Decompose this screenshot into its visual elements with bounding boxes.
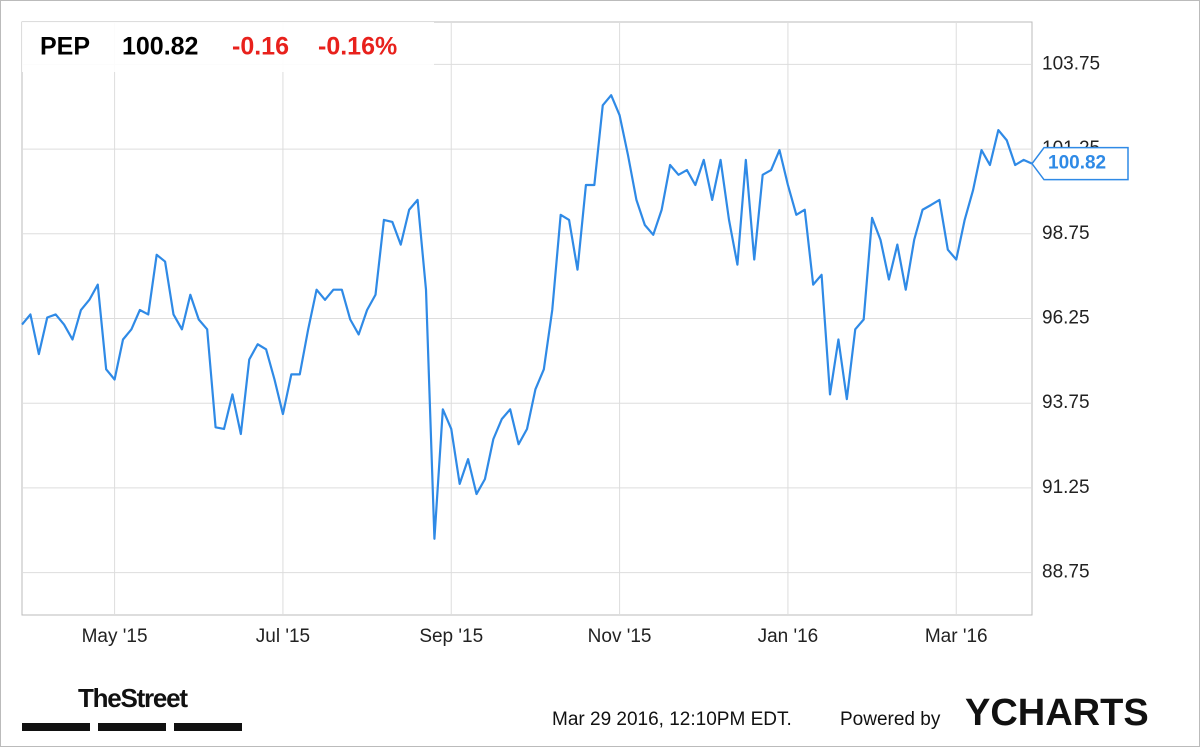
brand-bar [22, 723, 90, 731]
price-line [21, 94, 1033, 540]
y-tick-label: 103.75 [1042, 53, 1100, 74]
y-tick-label: 88.75 [1042, 562, 1090, 583]
last-value-tag [1031, 146, 1129, 181]
last-value-label: 100.82 [1048, 153, 1106, 174]
change-percent: -0.16% [318, 33, 397, 61]
x-tick-label: Sep '15 [419, 626, 483, 647]
x-tick-label: Mar '16 [925, 626, 988, 647]
ticker: PEP [40, 33, 90, 61]
y-tick-label: 93.75 [1042, 392, 1090, 413]
x-tick-label: May '15 [82, 626, 148, 647]
y-tick-label: 98.75 [1042, 223, 1090, 244]
brand-bar [98, 723, 166, 731]
price: 100.82 [122, 33, 198, 61]
powered-by: Powered by [840, 709, 941, 730]
change: -0.16 [232, 33, 289, 61]
provider-logo: YCHARTS [965, 692, 1149, 734]
x-tick-label: Jan '16 [758, 626, 819, 647]
x-tick-label: Jul '15 [256, 626, 310, 647]
timestamp: Mar 29 2016, 12:10PM EDT. [552, 709, 792, 730]
quote-box [22, 22, 434, 72]
x-tick-label: Nov '15 [588, 626, 652, 647]
brand-bar [174, 723, 242, 731]
brand-logo: TheStreet [78, 683, 188, 713]
y-tick-label: 91.25 [1042, 477, 1090, 498]
y-tick-label: 96.25 [1042, 308, 1090, 329]
